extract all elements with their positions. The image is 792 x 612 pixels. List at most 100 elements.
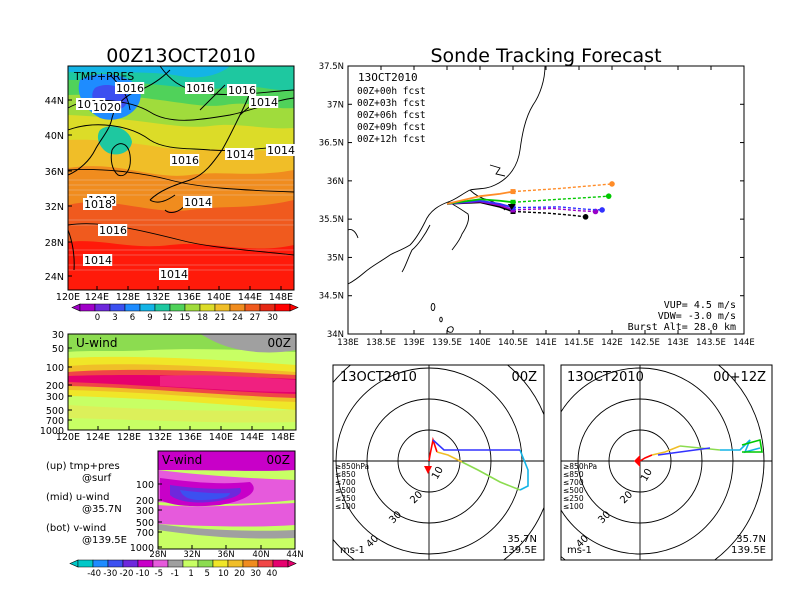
track-lat-tick: 36.5N (319, 139, 344, 149)
track-lon-tick: 140E (469, 338, 491, 348)
track-title: Sonde Tracking Forecast (430, 45, 661, 67)
track-lon-tick: 142E (601, 338, 623, 348)
wind-colorbar-label: -20 (120, 569, 134, 579)
wind-colorbar-label: -1 (171, 569, 179, 579)
temp-colorbar-swatch (169, 303, 186, 312)
launch-marker-icon (507, 203, 516, 210)
legend-line-6: @139.5E (82, 535, 127, 546)
track-descent-0 (512, 210, 586, 218)
legend-line-2: @surf (82, 473, 112, 484)
hodo-left-pressure-legend: ≥850hPa ≤850 ≤700 ≤500 ≤250 ≤100 (335, 462, 369, 511)
vwind-lat-tick: 36N (217, 550, 234, 560)
pressure-label: 1014 (250, 96, 278, 109)
svg-text:≥850hPa: ≥850hPa (563, 462, 597, 471)
track-lon-tick: 142.5E (630, 338, 660, 348)
wind-colorbar-swatch (107, 559, 124, 568)
temp-colorbar-swatch (259, 303, 276, 312)
pressure-labels: 1018101610201016101810161014101410161014… (76, 82, 296, 281)
pressure-label-bg (98, 224, 128, 236)
wind-colorbar-swatch (137, 559, 154, 568)
legend-fcst-03: 00Z+03h fcst (357, 98, 426, 109)
track-lat-tick: 37N (327, 100, 344, 110)
temp-colorbar-swatch (94, 303, 111, 312)
track-lon-tick: 144E (733, 338, 755, 348)
uwind-p-tick: 200 (46, 381, 64, 392)
temp-colorbar-swatch (154, 303, 171, 312)
legend-line-3: (mid) u-wind (46, 492, 109, 503)
pressure-label: 1016 (186, 82, 214, 95)
info-vdw: VDW= -3.0 m/s (658, 311, 736, 322)
map-lat-tick: 28N (45, 238, 64, 249)
track-landing-marker (605, 193, 612, 199)
map-lat-tick: 44N (45, 96, 64, 107)
vwind-lat-tick: 28N (149, 550, 166, 560)
map-lon-tick: 140E (207, 292, 231, 303)
pressure-label: 1018 (84, 198, 112, 211)
uwind-p-tick: 500 (46, 406, 64, 417)
track-descent-2 (512, 206, 603, 211)
map-lat-ticks: 44N 40N 36N 32N 28N 24N (45, 96, 72, 283)
uwind-lon-tick: 148E (271, 432, 295, 443)
map-lat-tick: 40N (45, 131, 64, 142)
pressure-label: 1014 (184, 196, 212, 209)
track-info: VUP= 4.5 m/s VDW= -3.0 m/s Burst Alt= 28… (628, 300, 736, 333)
track-lat-tick: 36N (327, 177, 344, 187)
track-burst-marker (510, 189, 516, 195)
uwind-title: U-wind (76, 336, 117, 350)
track-lat-tick: 37.5N (319, 62, 344, 72)
pressure-label-bg (83, 198, 113, 210)
temp-colorbar-label: 15 (180, 313, 191, 323)
pressure-label: 1016 (116, 82, 144, 95)
wind-colorbar-swatch (77, 559, 94, 568)
track-lon-tick: 139E (403, 338, 425, 348)
wind-colorbar-label: 10 (218, 569, 229, 579)
temp-colorbar-arrow-right (289, 303, 299, 312)
track-lon-tick: 141E (535, 338, 557, 348)
wind-colorbar-swatch (197, 559, 214, 568)
pressure-label: 1014 (160, 268, 188, 281)
wind-colorbar-swatch (182, 559, 199, 568)
legend-fcst-09: 00Z+09h fcst (357, 122, 426, 133)
uwind-p-tick: 300 (46, 392, 64, 403)
wind-colorbar-swatch (242, 559, 259, 568)
temp-colorbar-swatch (244, 303, 261, 312)
pressure-label: 1016 (99, 224, 127, 237)
temp-colorbar-label: 27 (250, 313, 261, 323)
pressure-label: 1014 (84, 254, 112, 267)
track-descent-1 (512, 207, 596, 213)
temp-colorbar-swatch (274, 303, 291, 312)
temp-colorbar-swatch (124, 303, 141, 312)
track-paths (446, 181, 615, 220)
wind-colorbar-swatch (257, 559, 274, 568)
hodo-right-time: 00+12Z (713, 370, 766, 385)
svg-text:≤500: ≤500 (335, 486, 356, 495)
wind-colorbar-label: -5 (155, 569, 163, 579)
track-lon-tick: 143.5E (696, 338, 726, 348)
uwind-p-tick: 700 (46, 416, 64, 427)
pressure-label-bg (185, 82, 215, 94)
svg-text:≤100: ≤100 (335, 502, 356, 511)
hodograph-right: 13OCT2010 00+12Z 10 20 30 40 ≥850hPa ≤85… (560, 364, 773, 561)
pressure-label-bg (170, 154, 200, 166)
legend-line-1: (up) tmp+pres (46, 461, 120, 472)
wind-colorbar-label: -40 (87, 569, 101, 579)
temp-colorbar-swatch (199, 303, 216, 312)
track-landing-marker (609, 181, 615, 187)
hodo-left-unit: ms-1 (340, 545, 365, 556)
track-lon-tick: 143E (667, 338, 689, 348)
uwind-lon-tick: 120E (56, 432, 80, 443)
uwind-p-tick: 30 (52, 330, 64, 341)
wind-colorbar-arrow-left (69, 559, 79, 568)
pressure-label-bg (83, 254, 113, 266)
temp-colorbar-swatch (79, 303, 96, 312)
vwind-p-tick: 200 (136, 496, 154, 507)
pressure-label-bg (92, 101, 122, 113)
track-coastline (348, 66, 546, 333)
hodo-right-origin-icon (634, 455, 640, 467)
temperature-colorbar: 0 3 6 9 12 15 18 21 24 27 30 (71, 303, 299, 323)
info-vup: VUP= 4.5 m/s (664, 300, 736, 311)
pressure-label: 1020 (93, 101, 121, 114)
hodograph-left: 13OCT2010 00Z 10 20 30 40 ≥850hPa ≤850 ≤… (332, 364, 545, 561)
temp-colorbar-label: 9 (147, 313, 152, 323)
svg-text:≤250: ≤250 (335, 494, 356, 503)
